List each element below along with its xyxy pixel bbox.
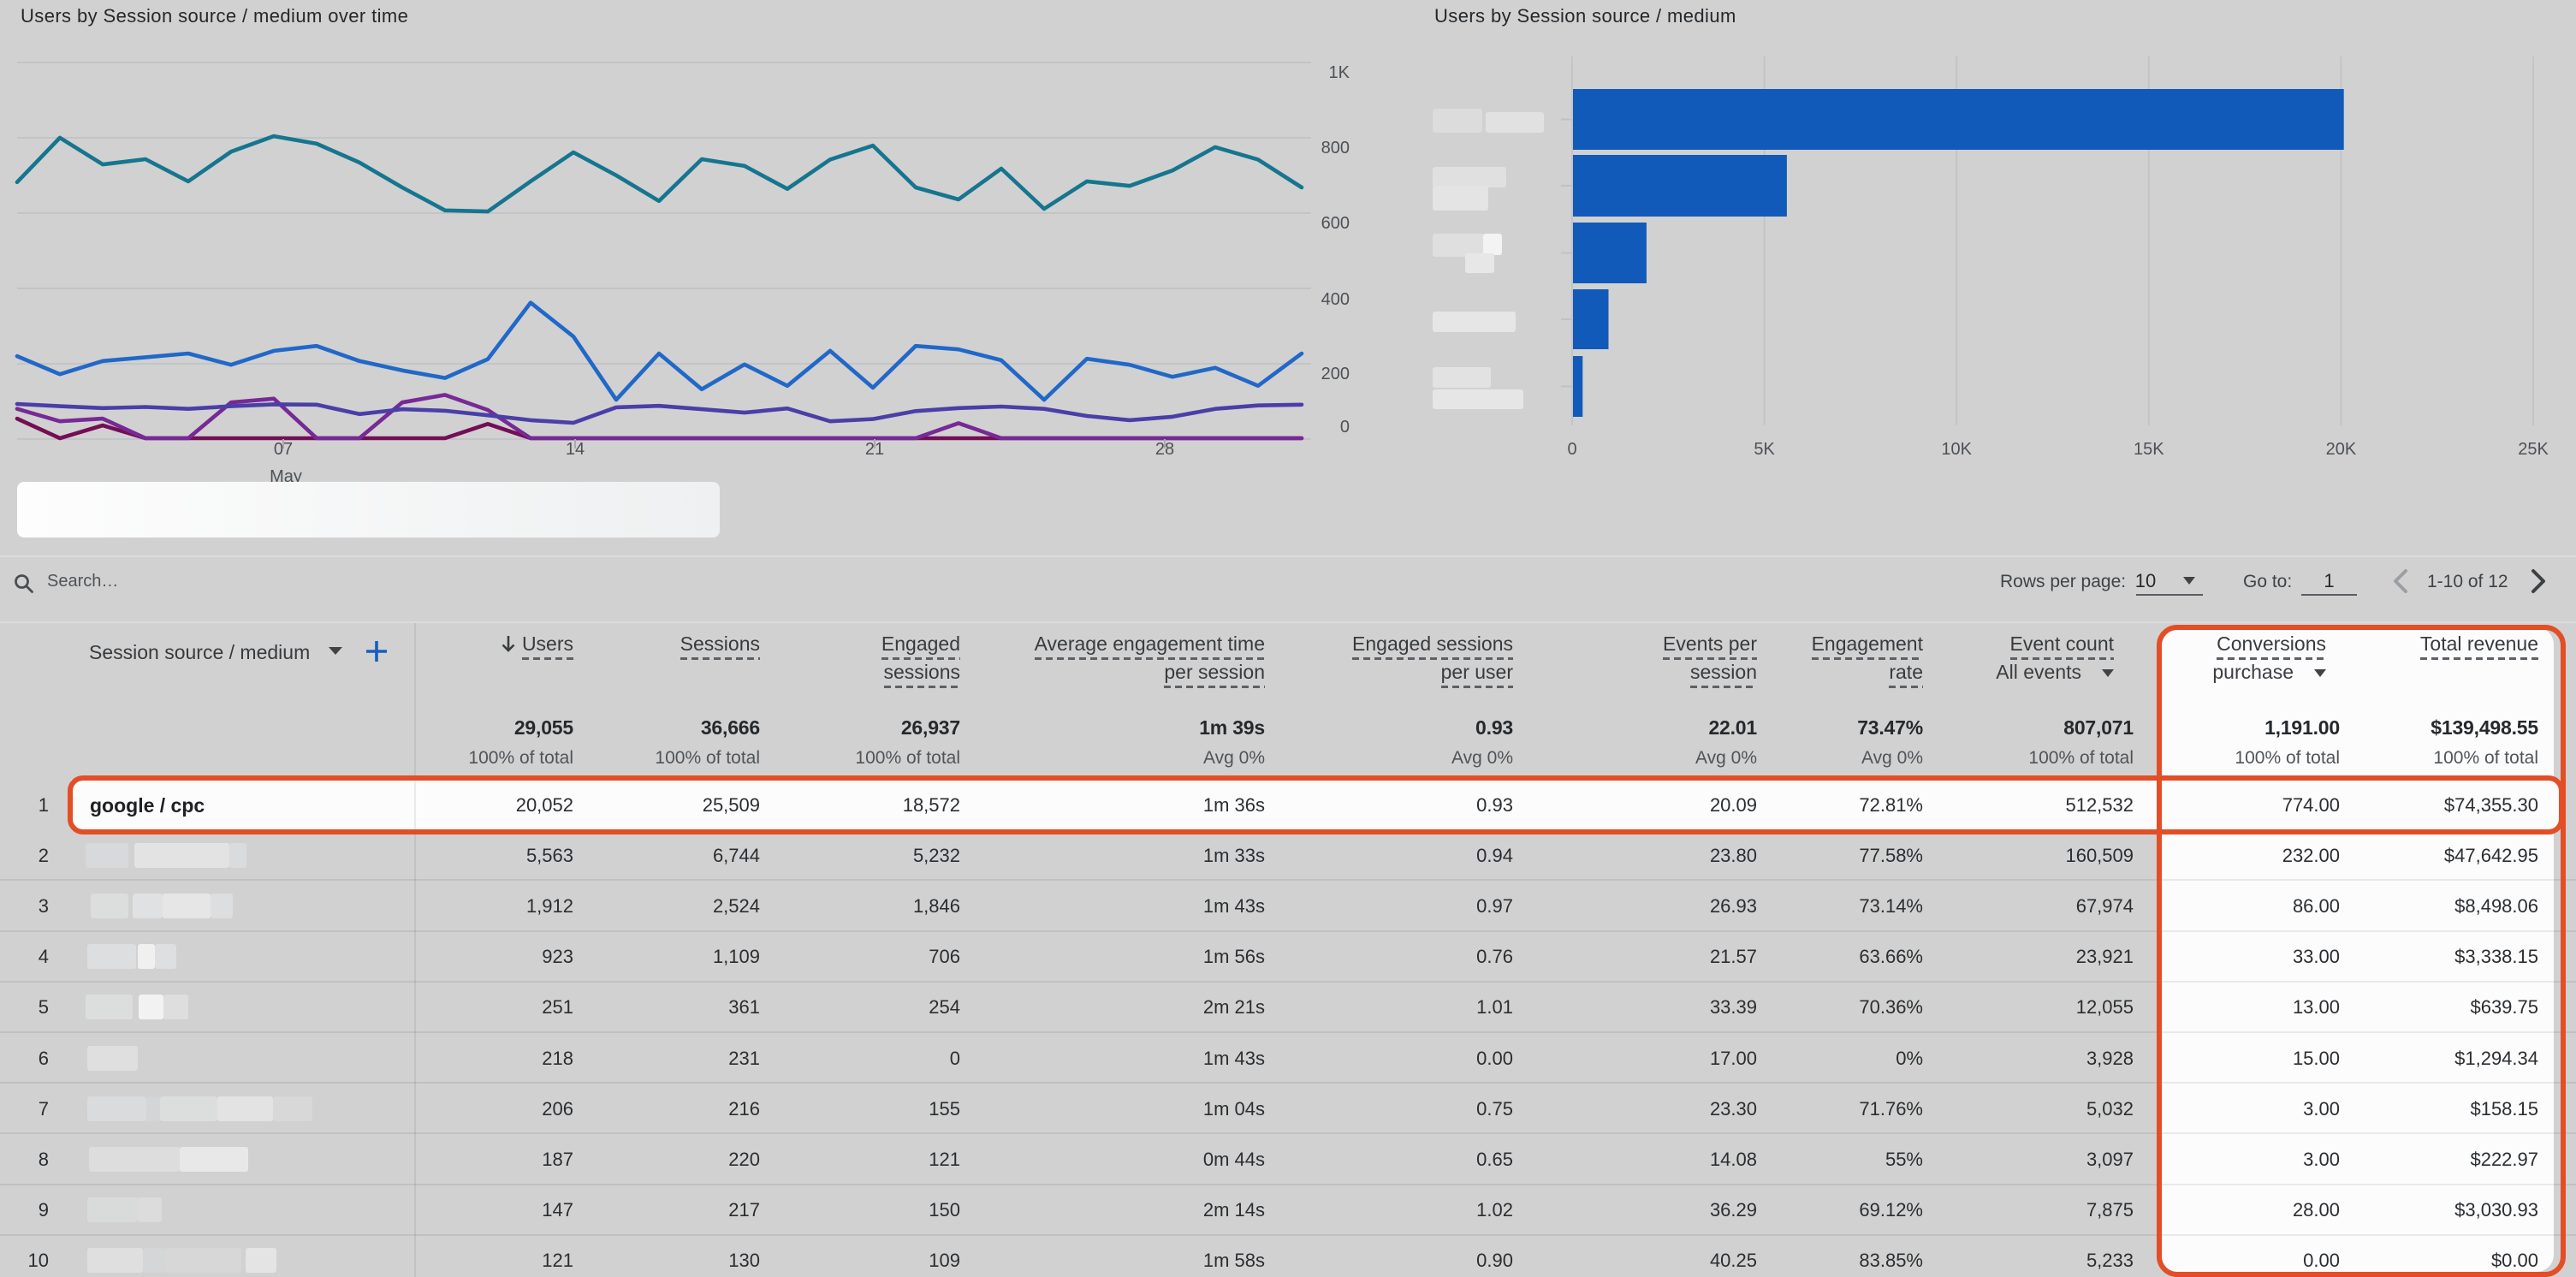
svg-text:21: 21: [865, 440, 884, 459]
svg-text:800: 800: [1321, 139, 1350, 157]
svg-text:0: 0: [1567, 440, 1576, 459]
svg-text:600: 600: [1321, 214, 1350, 233]
svg-text:200: 200: [1321, 365, 1350, 383]
svg-text:5K: 5K: [1754, 440, 1775, 459]
svg-text:07: 07: [274, 440, 293, 459]
svg-text:25K: 25K: [2518, 440, 2549, 459]
svg-text:0: 0: [1340, 418, 1350, 437]
svg-text:1K: 1K: [1329, 63, 1350, 82]
svg-text:20K: 20K: [2326, 440, 2357, 459]
svg-text:28: 28: [1155, 440, 1174, 459]
svg-text:May: May: [270, 467, 302, 486]
svg-text:10K: 10K: [1941, 440, 1972, 459]
svg-text:15K: 15K: [2134, 440, 2164, 459]
svg-text:14: 14: [566, 440, 585, 459]
svg-text:400: 400: [1321, 290, 1350, 309]
